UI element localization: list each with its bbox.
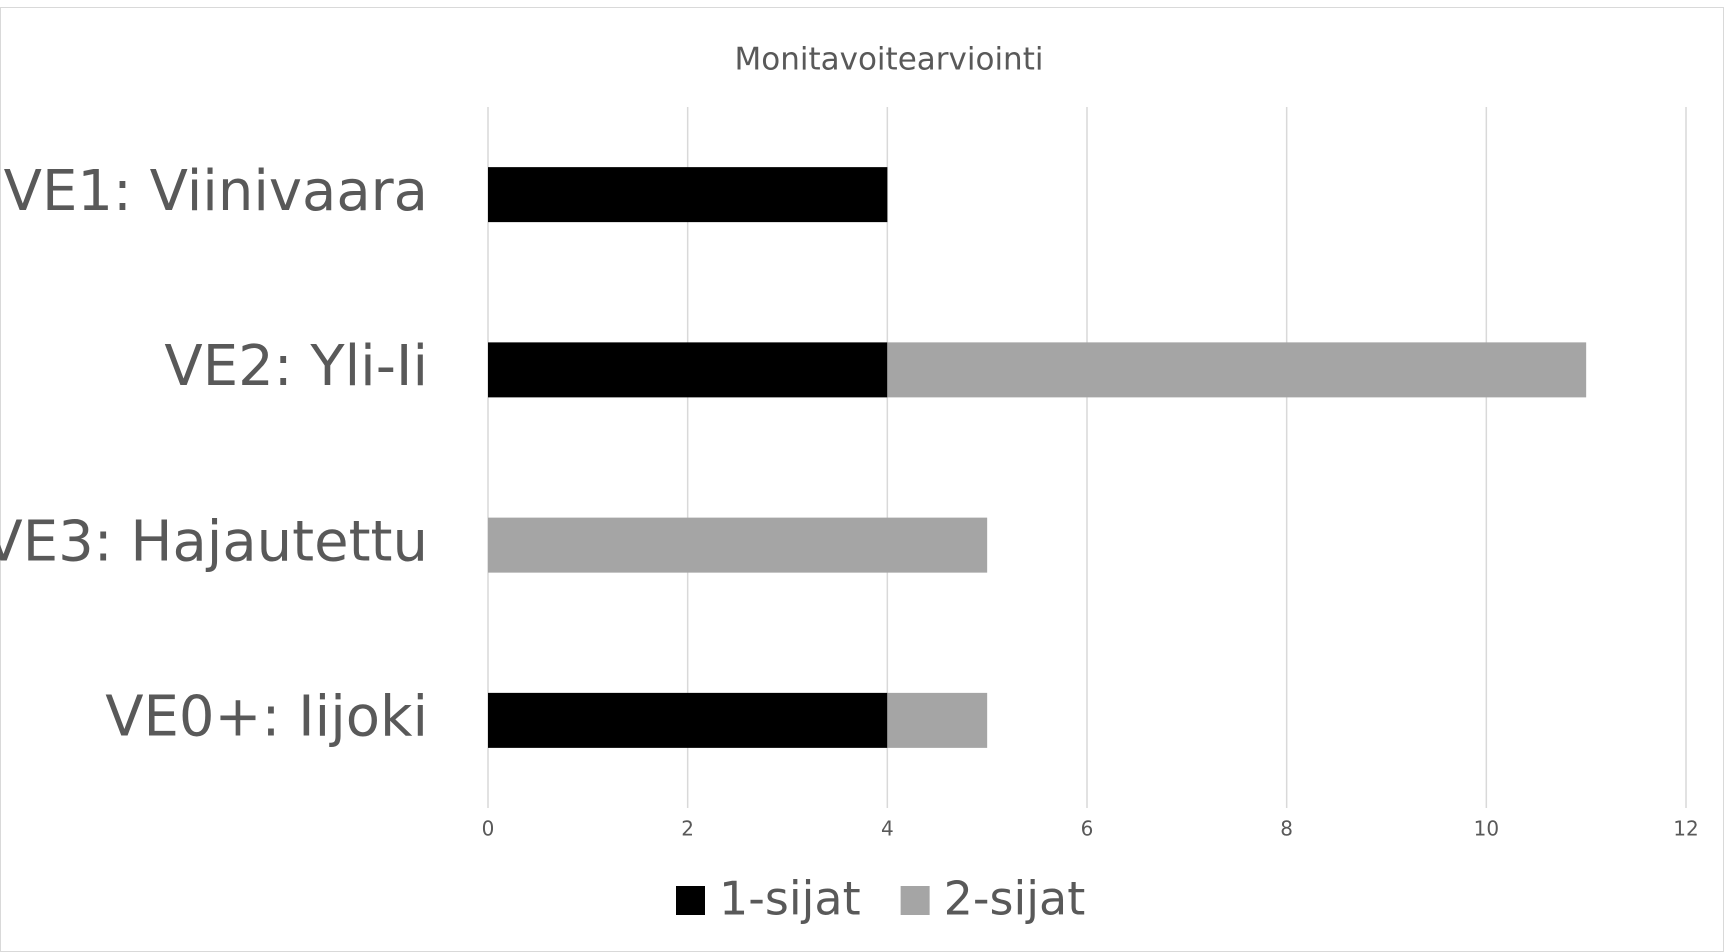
legend-label: 2-sijat [944, 872, 1086, 926]
x-tick-label: 4 [881, 817, 894, 841]
chart-title: Monitavoitearviointi [735, 42, 1044, 78]
category-label: VE2: Yli-Ii [164, 334, 428, 399]
bar [887, 342, 1587, 398]
x-tick-label: 12 [1673, 817, 1698, 841]
x-tick-label: 6 [1081, 817, 1094, 841]
category-label: VE0+: Iijoki [105, 685, 428, 750]
x-tick-label: 10 [1474, 817, 1499, 841]
bar [488, 342, 888, 398]
legend-swatch [676, 886, 705, 915]
legend-label: 1-sijat [719, 872, 861, 926]
x-tick-label: 2 [681, 817, 694, 841]
bar [488, 517, 988, 573]
bar [488, 692, 888, 748]
legend-swatch [900, 886, 930, 915]
category-label: VE1: Viinivaara [4, 159, 428, 224]
x-tick-label: 8 [1280, 817, 1293, 841]
x-tick-label: 0 [482, 817, 495, 841]
chart-frame [0, 7, 1724, 952]
category-label: VE3: Hajautettu [0, 509, 428, 574]
bar [887, 692, 988, 748]
bar [488, 167, 888, 223]
